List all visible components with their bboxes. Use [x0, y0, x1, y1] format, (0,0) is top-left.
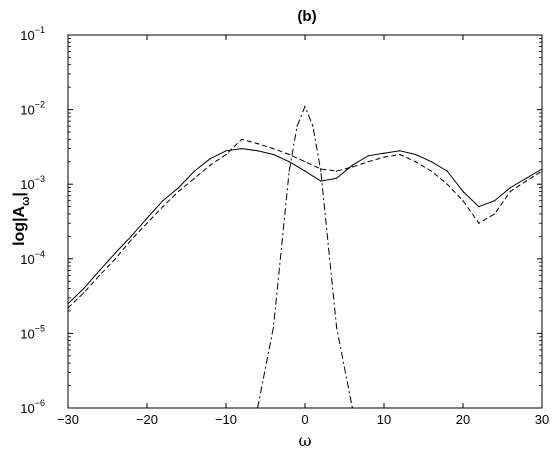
y-tick-base: 10 [20, 252, 34, 267]
y-axis-label-suffix: | [11, 192, 28, 196]
data-point [241, 138, 243, 140]
data-point [525, 180, 527, 182]
data-point [257, 150, 259, 152]
x-tick-label: 30 [535, 412, 549, 427]
data-point [430, 170, 432, 172]
y-tick-base: 10 [20, 326, 34, 341]
y-axis-label: log|Aω| [11, 192, 32, 246]
y-tick-base: 10 [20, 28, 34, 43]
data-point [320, 170, 322, 172]
data-point [312, 125, 314, 127]
y-tick-exponent: −6 [35, 398, 45, 408]
data-point [288, 170, 290, 172]
y-tick-exponent: −3 [35, 174, 45, 184]
data-point [383, 152, 385, 154]
y-tick-base: 10 [20, 177, 34, 192]
y-tick-base: 10 [20, 103, 34, 118]
data-point [83, 292, 85, 294]
data-point [83, 287, 85, 290]
x-axis: −30 −20 −10 0 10 20 30 [57, 35, 549, 427]
data-point [415, 153, 417, 156]
y-tick-base: 10 [20, 401, 34, 416]
data-point [509, 187, 511, 189]
data-point [272, 153, 274, 156]
data-point [288, 161, 290, 163]
y-tick-label: 10−2 [20, 100, 45, 118]
data-point [272, 326, 274, 329]
data-point [225, 153, 227, 156]
x-tick-label: −30 [57, 412, 79, 427]
y-tick-label: 10−4 [20, 249, 45, 267]
y-tick-label: 10−5 [20, 323, 45, 341]
data-point [146, 217, 148, 219]
y-axis-label-prefix: log|A [11, 205, 28, 245]
data-point [478, 222, 480, 224]
y-tick-exponent: −2 [35, 100, 45, 110]
data-point [99, 274, 101, 276]
x-tick-label: −20 [136, 412, 158, 427]
y-tick-exponent: −1 [35, 25, 45, 35]
data-point [399, 150, 401, 152]
data-point [193, 177, 195, 179]
data-point [304, 161, 306, 163]
y-tick-label: 10−3 [20, 174, 45, 192]
y-tick-label: 10−6 [20, 398, 45, 416]
data-point [130, 235, 132, 237]
data-point [367, 155, 369, 157]
x-tick-label: −10 [215, 412, 237, 427]
data-point [494, 200, 496, 202]
data-point [336, 177, 338, 179]
data-point [209, 164, 211, 166]
data-point [351, 164, 353, 166]
x-axis-label: ω [298, 431, 311, 450]
data-point [162, 206, 164, 208]
y-axis-label-subscript: ω [20, 197, 32, 206]
data-point [114, 252, 116, 254]
data-point [478, 206, 480, 208]
data-point [178, 190, 180, 192]
data-point [304, 170, 306, 172]
data-point [367, 161, 369, 163]
data-point [99, 269, 101, 271]
data-point [336, 170, 338, 172]
data-point [525, 177, 527, 179]
y-tick-exponent: −5 [35, 323, 45, 333]
data-point [320, 180, 322, 182]
data-point [509, 190, 511, 192]
data-point [272, 148, 274, 150]
data-point [288, 153, 290, 156]
y-axis: 10−610−510−410−310−210−1 [20, 25, 542, 416]
data-point [209, 158, 211, 160]
data-point [257, 143, 259, 145]
data-point [383, 156, 385, 158]
data-point [415, 161, 417, 163]
data-point [351, 166, 353, 168]
data-point [430, 161, 432, 163]
data-point [399, 153, 401, 156]
x-tick-label: 20 [456, 412, 470, 427]
y-tick-label: 10−1 [20, 25, 45, 43]
data-point [336, 326, 338, 329]
data-point [304, 105, 306, 108]
chart-title: (b) [297, 8, 316, 25]
data-point [296, 125, 298, 127]
data-point [178, 187, 180, 189]
data-point [446, 183, 448, 185]
data-point [494, 213, 496, 215]
data-point [146, 222, 148, 224]
x-tick-label: 10 [377, 412, 391, 427]
data-point [193, 170, 195, 172]
data-point [462, 200, 464, 202]
data-point [241, 148, 243, 150]
data-point [130, 239, 132, 241]
x-tick-label: 0 [301, 412, 308, 427]
data-point [462, 190, 464, 192]
data-point [446, 170, 448, 172]
data-point [162, 200, 164, 202]
data-point [225, 150, 227, 152]
data-point [114, 258, 116, 260]
y-tick-exponent: −4 [35, 249, 45, 259]
